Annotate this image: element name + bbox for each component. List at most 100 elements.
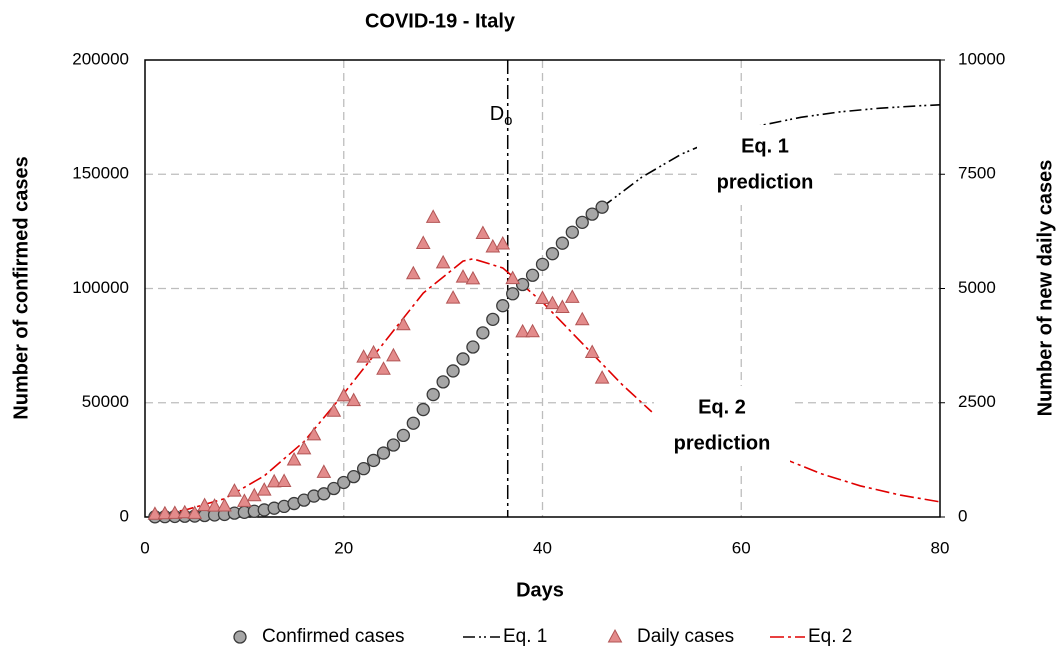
point [416, 402, 430, 417]
point [227, 483, 242, 497]
x-tick-label: 60 [732, 538, 751, 557]
x-axis-label: Days [516, 579, 564, 601]
y2-axis-label: Number of new daily cases [1034, 160, 1056, 417]
x-tick-label: 0 [140, 538, 149, 557]
point [584, 344, 600, 359]
reference-label-main: D [490, 103, 504, 125]
point [386, 438, 401, 452]
y-tick-label: 150000 [72, 164, 129, 183]
point [425, 209, 441, 223]
point [306, 426, 322, 441]
point [207, 498, 222, 512]
x-tick-label: 20 [334, 538, 353, 557]
point [405, 265, 421, 280]
y2-tick-label: 10000 [958, 49, 1005, 68]
point [565, 225, 579, 239]
legend-marker [607, 628, 623, 643]
point [466, 340, 480, 354]
point [296, 440, 312, 455]
x-tick-label: 80 [931, 538, 950, 557]
line [601, 104, 941, 208]
annotation-background [654, 386, 790, 466]
point [376, 446, 391, 460]
point [595, 200, 609, 214]
point [555, 236, 570, 250]
point [426, 387, 440, 402]
y-tick-label: 200000 [72, 49, 129, 68]
point [465, 270, 481, 285]
point [187, 505, 203, 519]
point [336, 387, 352, 402]
point [506, 287, 520, 301]
point [396, 316, 411, 331]
point [435, 254, 451, 269]
annotation: prediction [674, 432, 771, 454]
point [347, 469, 361, 484]
annotation-background [697, 125, 833, 205]
y2-tick-label: 2500 [958, 392, 996, 411]
point [346, 392, 362, 407]
point [167, 505, 183, 519]
point [594, 370, 610, 384]
point [326, 403, 342, 417]
point [515, 277, 530, 292]
point [585, 207, 599, 221]
point [525, 268, 540, 282]
point [535, 290, 550, 304]
y2-tick-label: 5000 [958, 278, 996, 297]
y-axis-label: Number of confirmed cases [10, 156, 32, 419]
legend-marker [233, 630, 247, 644]
point [455, 269, 471, 283]
point [574, 311, 590, 326]
point [456, 352, 470, 366]
point [415, 235, 431, 249]
chart-title: COVID-19 - Italy [365, 10, 516, 32]
line [154, 257, 941, 516]
point [316, 464, 332, 478]
point [475, 225, 491, 240]
point [535, 257, 550, 271]
point [217, 497, 232, 512]
point [276, 473, 292, 487]
y-tick-label: 50000 [82, 392, 129, 411]
point [555, 299, 570, 313]
point [386, 347, 401, 362]
point [515, 323, 530, 338]
annotation: prediction [717, 171, 814, 193]
point [356, 349, 371, 363]
y2-tick-label: 7500 [958, 164, 996, 183]
annotation: Eq. 1 [741, 135, 789, 157]
point [486, 312, 500, 327]
point [445, 290, 461, 304]
point [366, 344, 381, 359]
point [545, 247, 560, 261]
legend-label: Eq. 2 [808, 626, 852, 647]
point [366, 453, 381, 468]
x-tick-label: 40 [533, 538, 552, 557]
point [436, 375, 450, 389]
reference-label: Do [490, 103, 513, 129]
annotation: Eq. 2 [698, 396, 746, 418]
point [496, 299, 510, 313]
point [545, 295, 560, 310]
point [575, 215, 589, 230]
point [157, 505, 173, 520]
y-tick-label: 0 [120, 506, 129, 525]
point [356, 462, 371, 476]
legend-label: Confirmed cases [262, 626, 405, 647]
plot-frame [144, 59, 941, 518]
point [266, 473, 282, 488]
legend-label: Daily cases [637, 626, 734, 647]
point [406, 416, 420, 430]
point [147, 506, 163, 520]
point [446, 364, 460, 378]
reference-label-sub: o [504, 112, 512, 129]
point [525, 323, 540, 338]
legend-label: Eq. 1 [503, 626, 547, 647]
point [337, 475, 351, 490]
point [564, 289, 580, 303]
point [505, 270, 521, 285]
point [495, 235, 511, 250]
